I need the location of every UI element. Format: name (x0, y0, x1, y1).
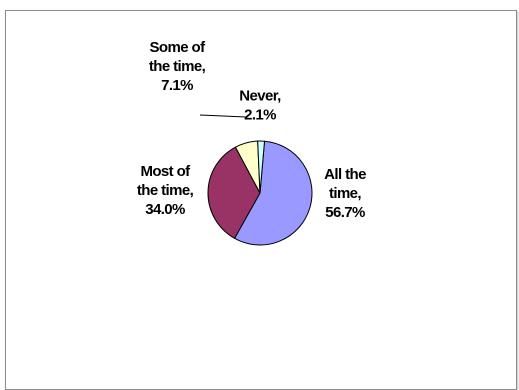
data-labels: All the time, 56.7% Most of the time, 34.0% So… (137, 39, 367, 221)
pie-slice (257, 140, 266, 194)
slice-data-label: Most of the time, 34.0% (137, 163, 194, 218)
slice-data-label: All the time, 56.7% (324, 166, 366, 221)
leader-lines (199, 114, 247, 118)
leader-line (199, 114, 247, 118)
pie-chart: All the time, 56.7% Most of the time, 34.0% So… (137, 39, 367, 246)
slice-data-label: Never, 2.1% (239, 88, 281, 124)
pie-slices (207, 140, 313, 246)
pie-slice (233, 140, 313, 246)
slice-data-label: Some of the time, 7.1% (149, 39, 206, 94)
pie-slice (207, 146, 261, 240)
